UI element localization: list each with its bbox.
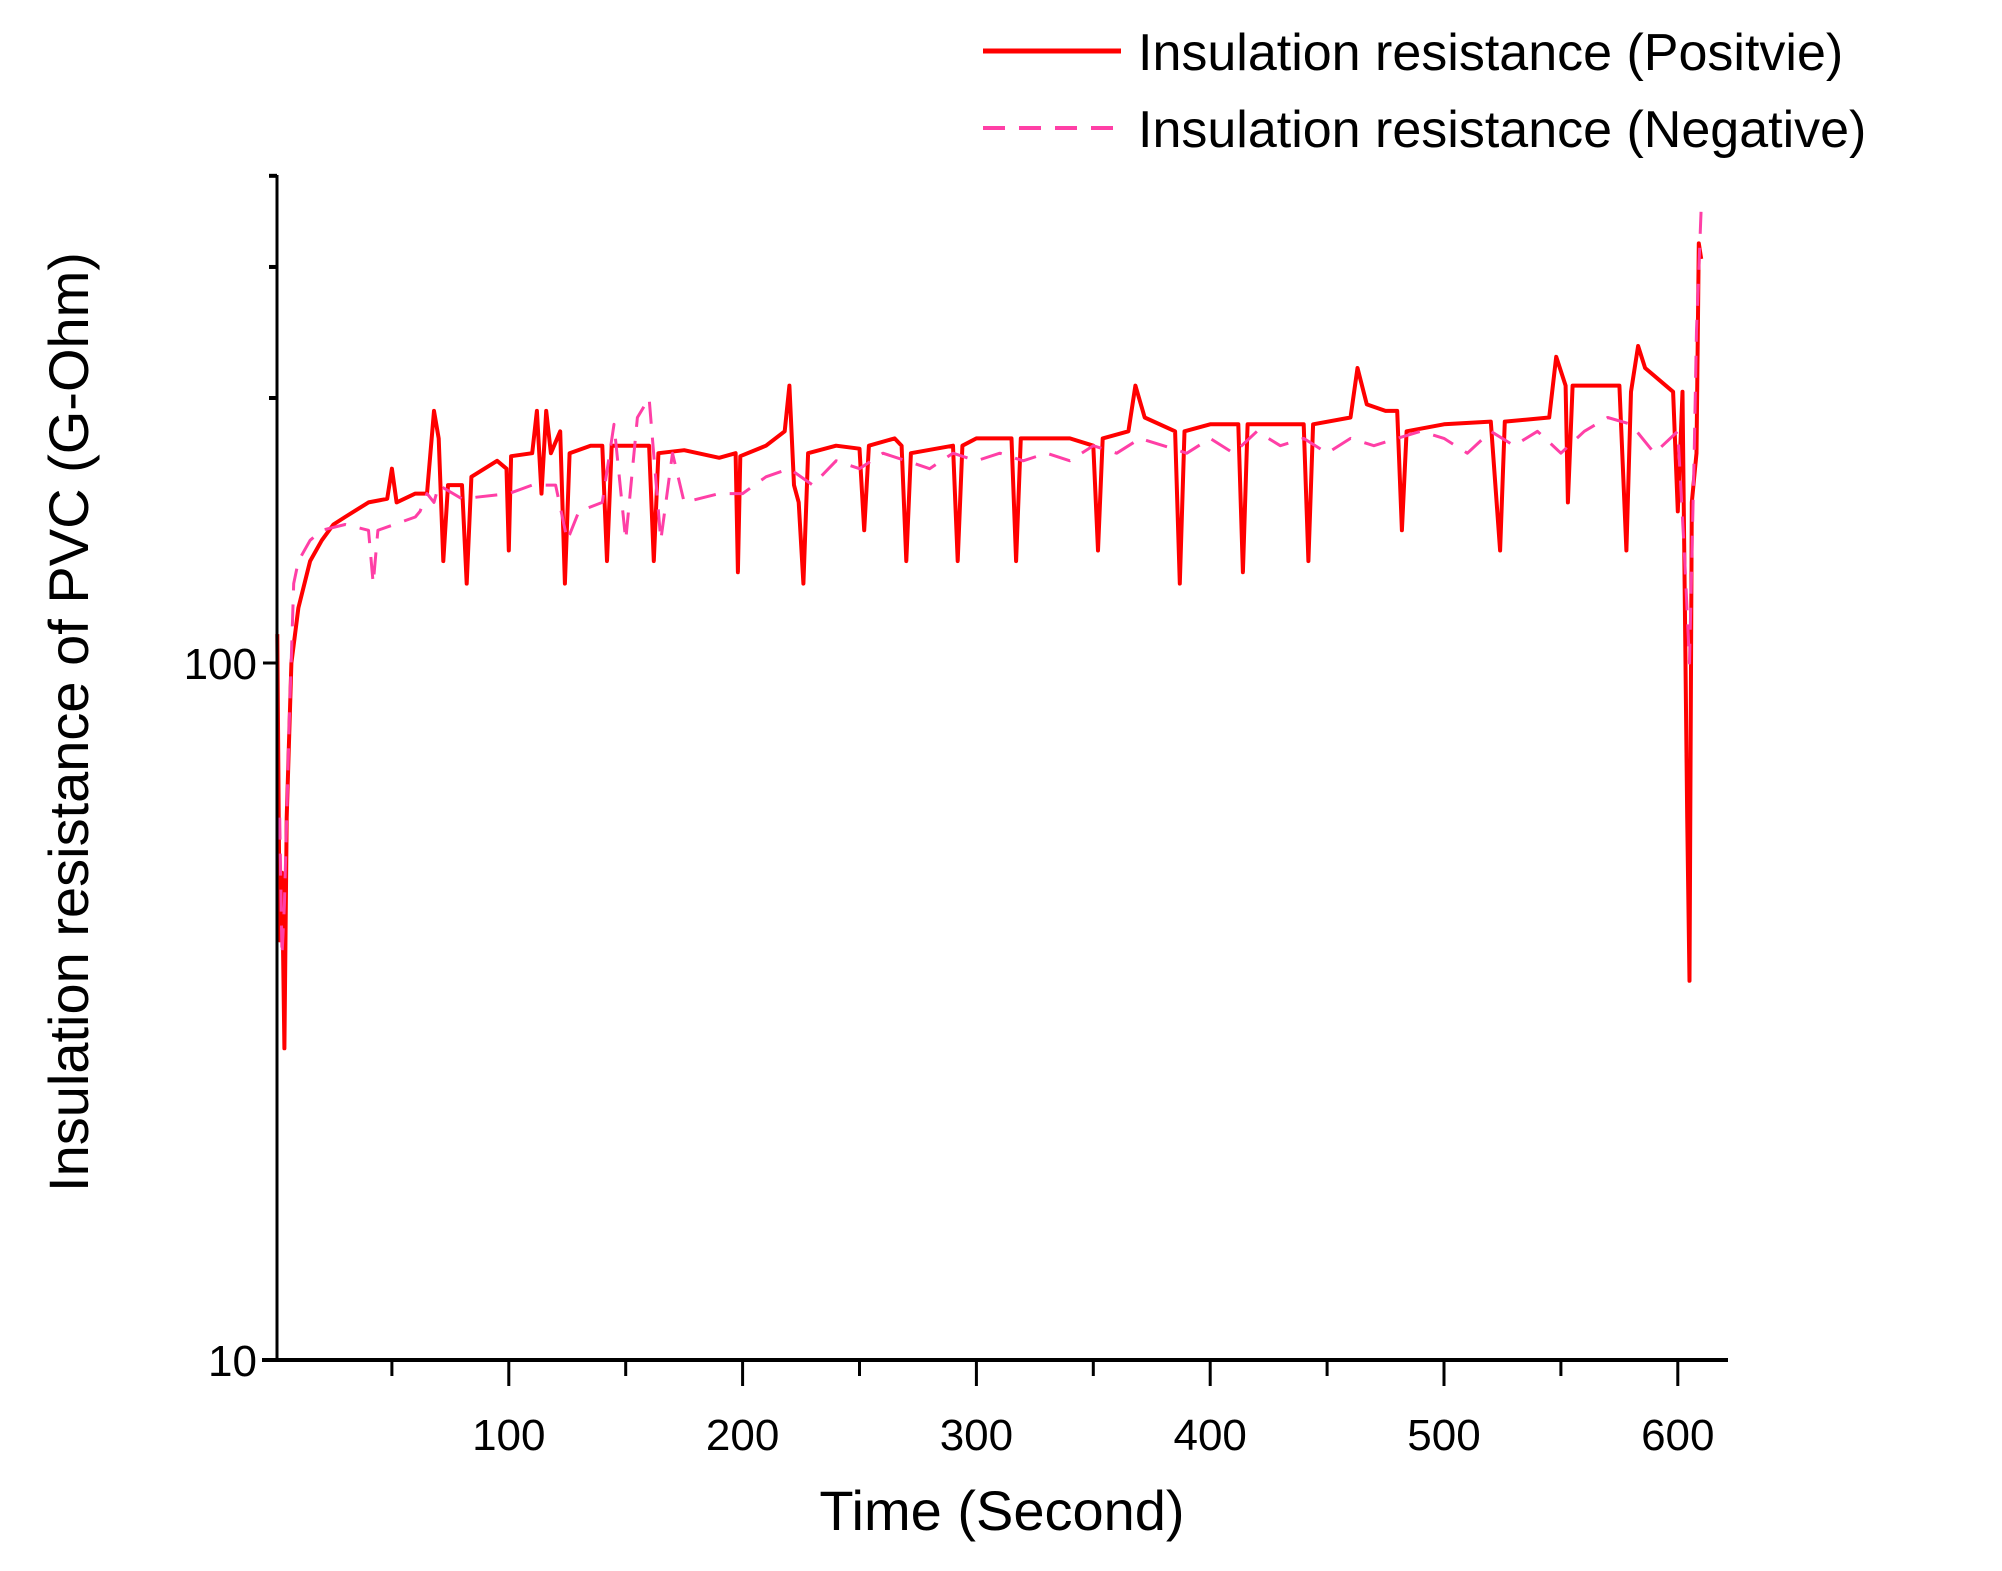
x-tick-label: 600 [1641, 1411, 1714, 1460]
ticks: 100 200 300 400 500 600 10 100 [184, 173, 1715, 1460]
legend-label-positive: Insulation resistance (Positvie) [1138, 24, 1843, 82]
series-line-positive [275, 241, 1704, 1051]
y-tick-label: 100 [184, 640, 257, 689]
legend: Insulation resistance (Positvie) Insulat… [983, 24, 1866, 159]
y-tick-label: 10 [208, 1337, 257, 1386]
x-tick-label: 100 [472, 1411, 545, 1460]
y-axis-title: Insulation resistance of PVC (G-Ohm) [37, 252, 100, 1192]
x-axis-title: Time (Second) [819, 1479, 1184, 1542]
legend-label-negative: Insulation resistance (Negative) [1138, 101, 1866, 159]
series-line-negative [278, 207, 1703, 958]
x-tick-label: 200 [706, 1411, 779, 1460]
x-tick-label: 400 [1173, 1411, 1246, 1460]
series-layer [275, 207, 1704, 1051]
x-tick-label: 300 [940, 1411, 1013, 1460]
axes [262, 175, 1728, 1362]
x-tick-label: 500 [1407, 1411, 1480, 1460]
